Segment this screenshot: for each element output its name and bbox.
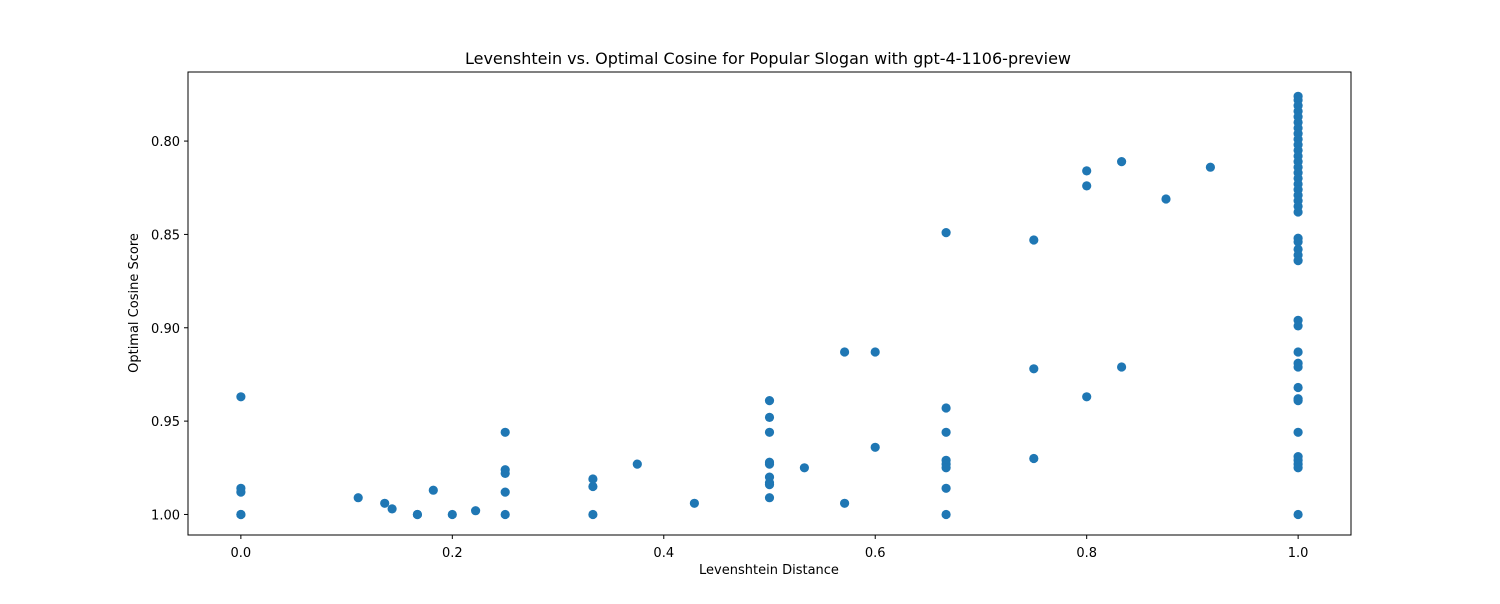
data-point <box>500 509 510 520</box>
y-tick-label: 0.80 <box>151 135 180 150</box>
data-point <box>588 474 598 484</box>
data-point <box>941 509 951 520</box>
data-point <box>428 485 438 495</box>
data-point <box>1293 427 1303 437</box>
y-axis-label: Optimal Cosine Score <box>127 233 142 373</box>
y-tick-label: 0.95 <box>151 415 180 430</box>
data-point <box>1293 509 1303 520</box>
points-layer <box>236 91 1303 520</box>
data-point <box>1029 364 1039 374</box>
y-tick-label: 1.00 <box>151 508 180 523</box>
x-tick-label: 0.4 <box>653 546 674 561</box>
data-point <box>1082 392 1092 402</box>
data-point <box>870 442 880 452</box>
data-point <box>632 459 642 469</box>
data-point <box>941 483 951 493</box>
y-axis: 0.80 0.85 0.90 0.95 1.00 <box>151 135 188 523</box>
data-point <box>1293 321 1303 331</box>
y-tick-label: 0.85 <box>151 228 180 243</box>
data-point <box>1293 396 1303 406</box>
data-point <box>1293 256 1303 266</box>
data-point <box>1117 157 1127 167</box>
data-point <box>236 487 246 497</box>
data-point <box>764 412 775 422</box>
data-point <box>689 498 700 508</box>
data-point <box>840 347 850 357</box>
data-point <box>941 403 951 413</box>
data-point <box>764 396 775 406</box>
data-point <box>1117 362 1127 372</box>
x-tick-label: 0.8 <box>1076 546 1097 561</box>
data-point <box>1293 347 1303 357</box>
data-point <box>1082 181 1092 191</box>
data-point <box>1205 162 1215 172</box>
data-point <box>588 481 598 492</box>
data-point <box>236 392 246 402</box>
data-point <box>353 493 363 503</box>
data-point <box>799 463 810 473</box>
x-tick-label: 1.0 <box>1288 546 1309 561</box>
data-point <box>870 347 880 357</box>
data-point <box>764 459 775 469</box>
x-tick-label: 0.6 <box>865 546 886 561</box>
data-point <box>412 509 422 520</box>
data-point <box>1293 237 1303 247</box>
data-point <box>236 509 246 520</box>
data-point <box>941 228 951 238</box>
x-axis: 0.0 0.2 0.4 0.6 0.8 1.0 <box>231 535 1309 561</box>
data-point <box>941 427 951 437</box>
plot-area-frame <box>187 71 1352 536</box>
data-point <box>1293 362 1303 372</box>
y-tick-label: 0.90 <box>151 322 180 337</box>
data-point <box>764 493 775 503</box>
data-point <box>1293 382 1303 393</box>
data-point <box>1293 207 1303 217</box>
data-point <box>941 463 951 473</box>
x-tick-label: 0.2 <box>442 546 463 561</box>
data-point <box>1029 235 1039 245</box>
data-point <box>764 480 775 490</box>
data-point <box>447 509 457 520</box>
data-point <box>764 427 775 437</box>
x-tick-label: 0.0 <box>231 546 252 561</box>
data-point <box>500 487 510 497</box>
data-point <box>471 506 481 516</box>
data-point <box>387 504 397 514</box>
data-point <box>500 427 510 437</box>
data-point <box>1161 194 1171 204</box>
data-point <box>840 498 850 508</box>
data-point <box>500 468 510 478</box>
data-point <box>588 509 598 520</box>
data-point <box>1082 166 1092 176</box>
chart-title: Levenshtein vs. Optimal Cosine for Popul… <box>465 49 1071 68</box>
data-point <box>1029 453 1039 464</box>
data-point <box>1293 463 1303 473</box>
data-point <box>380 498 390 508</box>
x-axis-label: Levenshtein Distance <box>699 563 839 578</box>
